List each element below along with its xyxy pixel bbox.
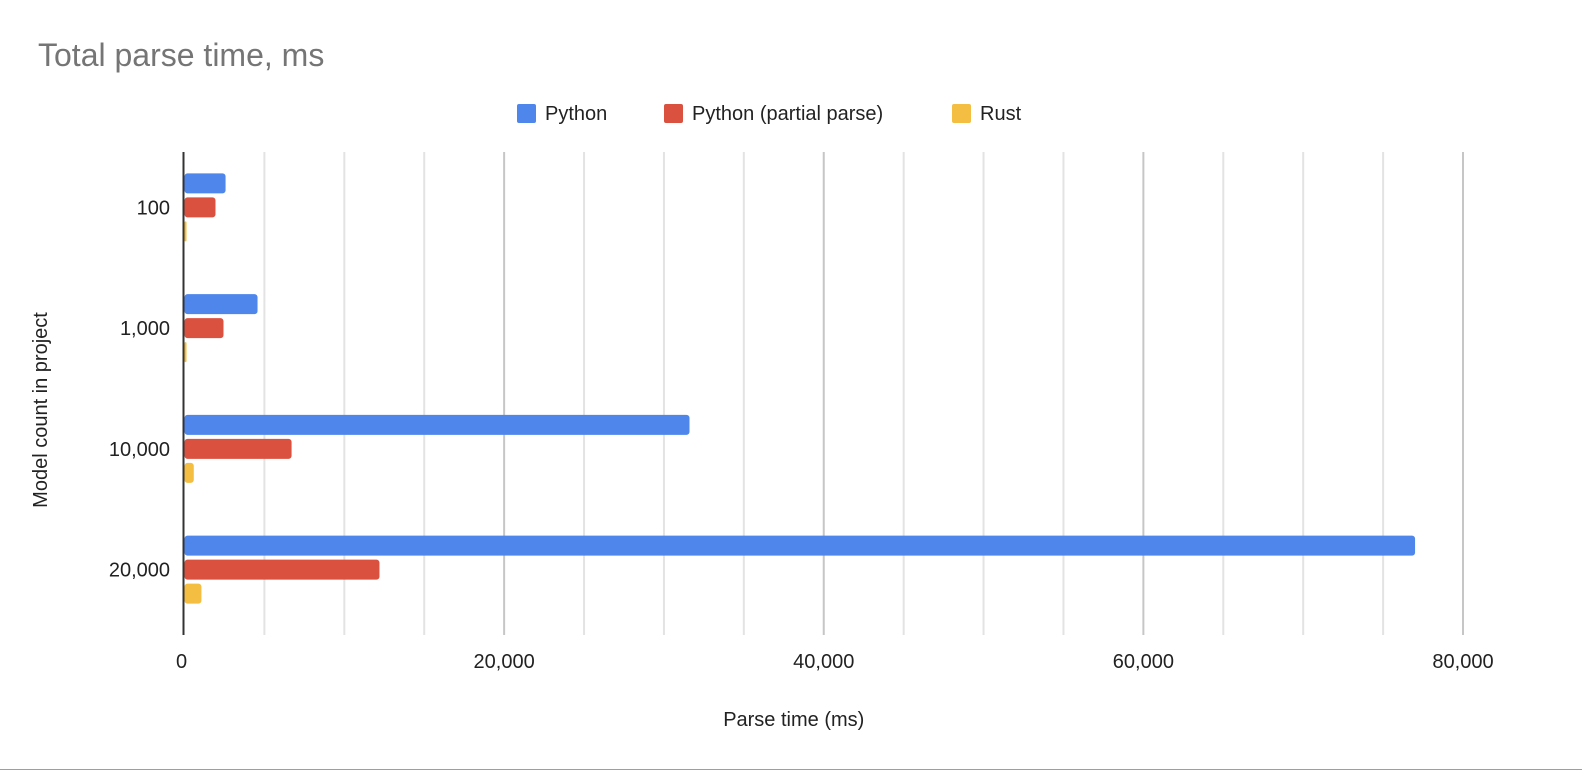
bar-rust-0 (184, 221, 187, 242)
x-tick-label: 20,000 (474, 651, 535, 673)
bar-python-1 (184, 294, 258, 315)
x-tick-label: 60,000 (1113, 651, 1174, 673)
x-tick-label: 0 (176, 651, 187, 673)
x-axis-label: Parse time (ms) (723, 709, 864, 731)
y-axis-label: Model count in project (30, 312, 52, 508)
bar-python-partial-parse--3 (184, 559, 380, 580)
bar-python-partial-parse--1 (184, 318, 224, 339)
bar-python-partial-parse--0 (184, 197, 216, 218)
x-tick-label: 80,000 (1432, 651, 1493, 673)
bar-python-2 (184, 414, 690, 435)
legend-label: Python (partial parse) (692, 103, 883, 125)
y-tick-label: 10,000 (109, 439, 170, 461)
bar-python-3 (184, 535, 1416, 556)
legend-swatch-0 (517, 104, 536, 123)
legend-swatch-2 (952, 104, 971, 123)
bar-rust-1 (184, 342, 187, 363)
bar-rust-2 (184, 462, 194, 483)
legend-swatch-1 (664, 104, 683, 123)
bar-python-partial-parse--2 (184, 438, 292, 459)
bar-python-0 (184, 173, 226, 194)
legend-label: Python (545, 103, 607, 125)
x-tick-label: 40,000 (793, 651, 854, 673)
chart-title: Total parse time, ms (38, 37, 324, 73)
bar-rust-3 (184, 583, 202, 604)
y-tick-label: 100 (137, 197, 170, 219)
y-tick-label: 1,000 (120, 318, 170, 340)
y-tick-label: 20,000 (109, 560, 170, 582)
bottom-divider (0, 769, 1582, 770)
legend-label: Rust (980, 103, 1022, 125)
